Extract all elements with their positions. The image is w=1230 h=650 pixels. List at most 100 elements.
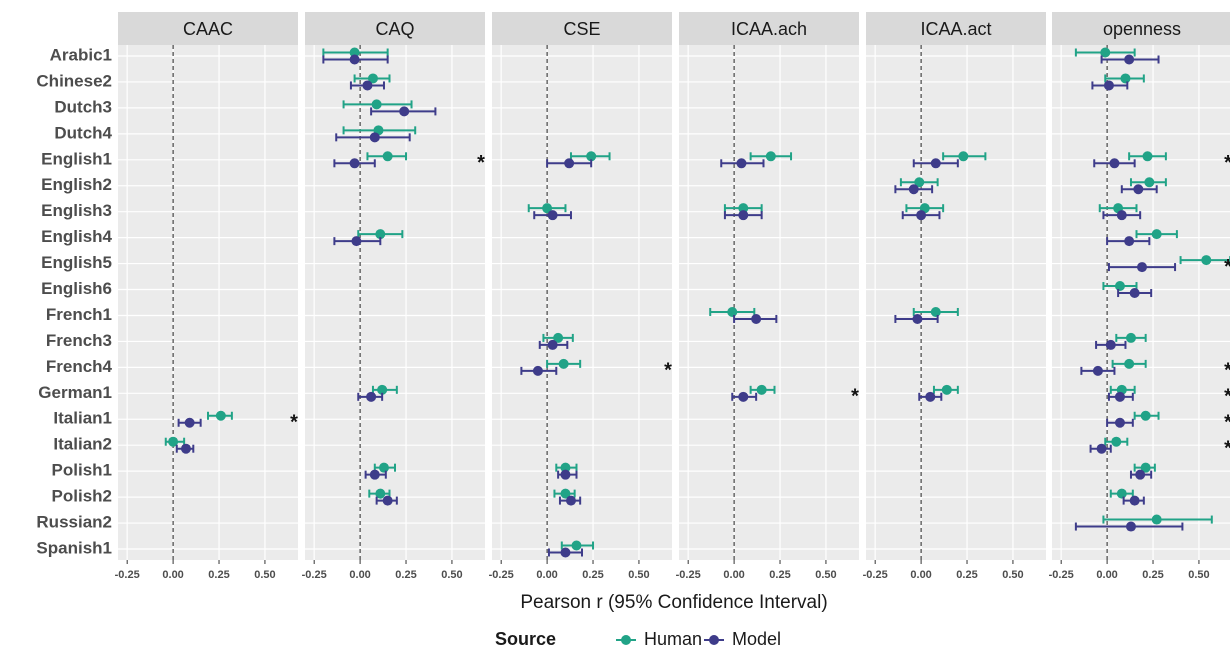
point (1129, 288, 1140, 299)
point (1114, 417, 1125, 428)
error-bar (322, 47, 389, 58)
point (925, 391, 936, 402)
error-bar (373, 462, 396, 473)
significance-star: * (290, 412, 298, 434)
significance-star: * (1224, 256, 1230, 278)
error-bar (555, 462, 578, 473)
error-bar (1098, 203, 1138, 214)
error-bar (207, 410, 233, 421)
y-tick-label: English3 (41, 201, 112, 220)
point (349, 54, 360, 65)
error-bar (322, 54, 389, 65)
point (914, 177, 925, 188)
point (168, 436, 179, 447)
point (941, 384, 952, 395)
point (1116, 210, 1127, 221)
point (399, 106, 410, 117)
point (738, 210, 749, 221)
point (180, 443, 191, 454)
x-tick-label: 0.00 (536, 569, 557, 581)
point (542, 203, 553, 214)
y-tick-label: Dutch3 (54, 97, 112, 116)
y-tick-label: Dutch4 (54, 123, 112, 142)
point (375, 229, 386, 240)
error-bar (1120, 184, 1158, 195)
point (547, 210, 558, 221)
point (184, 417, 195, 428)
x-tick-label: 0.25 (1142, 569, 1163, 581)
error-bar (1091, 80, 1129, 91)
error-bar (1128, 151, 1167, 162)
y-tick-label: Polish2 (52, 487, 112, 506)
point (1140, 410, 1151, 421)
y-tick-label: Spanish1 (36, 538, 112, 557)
point (382, 495, 393, 506)
point (351, 236, 362, 247)
x-tick-label: 0.00 (1096, 569, 1117, 581)
panel-title: CAAC (183, 19, 233, 39)
point (930, 158, 941, 169)
y-tick-label: Italian2 (53, 435, 112, 454)
point (1096, 443, 1107, 454)
x-tick-label: 0.00 (723, 569, 744, 581)
point (375, 488, 386, 499)
error-bar (1129, 177, 1167, 188)
point (378, 462, 389, 473)
error-bar (333, 236, 382, 247)
error-bar (1111, 358, 1147, 369)
error-bar (733, 313, 778, 324)
point (1140, 462, 1151, 473)
point (1116, 488, 1127, 499)
error-bar (357, 391, 384, 402)
y-tick-label: English2 (41, 175, 112, 194)
x-tick-label: 0.25 (769, 569, 790, 581)
point (1124, 54, 1135, 65)
point (1137, 262, 1147, 273)
error-bar (177, 417, 202, 428)
y-tick-label: Italian1 (53, 409, 112, 428)
x-tick-label: 0.50 (441, 569, 462, 581)
error-bar (918, 391, 943, 402)
point (727, 306, 738, 317)
error-bar (557, 469, 578, 480)
point (1100, 47, 1111, 58)
point (369, 469, 380, 480)
point (215, 410, 226, 421)
error-bar (1107, 262, 1177, 273)
y-tick-label: French4 (46, 357, 113, 376)
error-bar (1104, 436, 1129, 447)
error-bar (1080, 365, 1116, 376)
point (1144, 177, 1155, 188)
point (558, 358, 569, 369)
point (1120, 73, 1131, 84)
panel-background (492, 45, 672, 560)
panel-background (118, 45, 298, 560)
y-tick-label: Polish1 (52, 461, 112, 480)
error-bar (558, 495, 582, 506)
point (738, 203, 749, 214)
panel-title: ICAA.ach (731, 19, 807, 39)
x-tick-label: 0.00 (910, 569, 931, 581)
error-bar (547, 547, 583, 558)
point (1092, 365, 1103, 376)
point (553, 332, 564, 343)
point (1125, 332, 1136, 343)
panel-title: openness (1103, 19, 1181, 39)
y-tick-label: English1 (41, 149, 112, 168)
y-tick-label: English6 (41, 279, 112, 298)
strip (118, 12, 298, 45)
error-bar (370, 106, 437, 117)
point (362, 80, 373, 91)
significance-star: * (1224, 152, 1230, 174)
error-bar (1074, 521, 1184, 532)
point (377, 384, 388, 395)
error-bar (349, 80, 385, 91)
error-bar (546, 358, 582, 369)
significance-star: * (1224, 437, 1230, 459)
x-tick-label: -0.25 (302, 569, 327, 581)
point (1151, 514, 1162, 525)
x-tick-label: 0.25 (208, 569, 229, 581)
x-tick-label: -0.25 (676, 569, 701, 581)
error-bar (553, 488, 576, 499)
